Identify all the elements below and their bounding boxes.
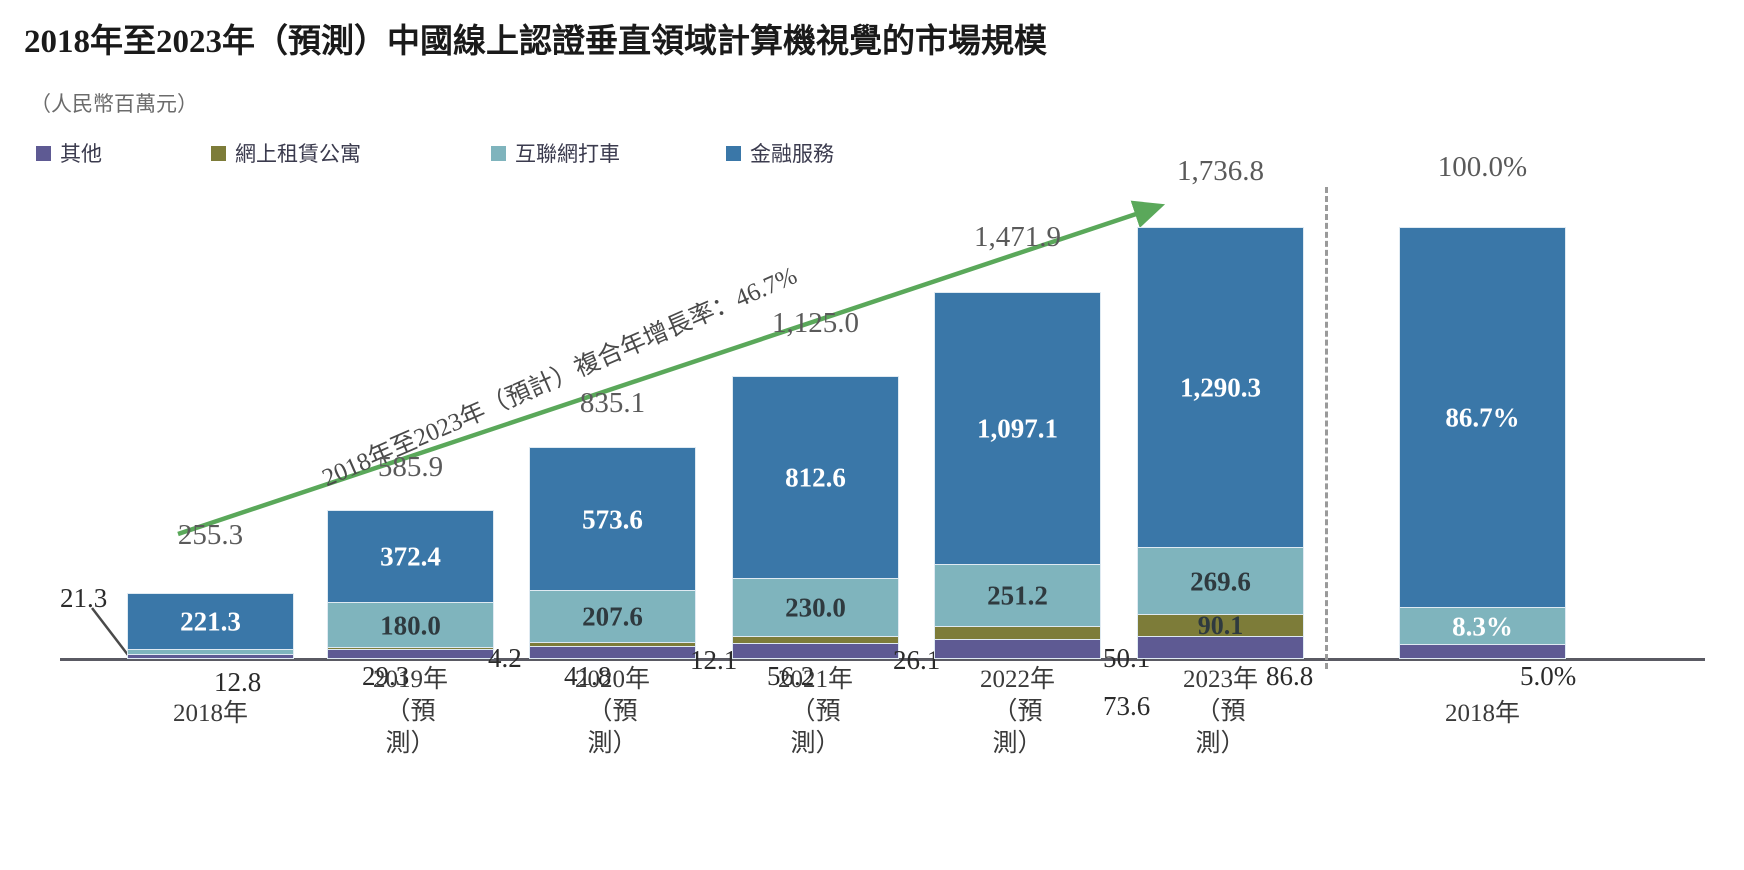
legend-label-apartment: 網上租賃公寓 (235, 142, 361, 166)
segment-label-finance-2023: 1,290.3 (1180, 372, 1261, 403)
legend-item-finance[interactable]: 金融服務 (726, 138, 834, 168)
legend-item-other[interactable]: 其他 (36, 138, 102, 168)
segment-label-ridehailing-2019: 180.0 (380, 610, 441, 640)
outside-label-other-2019: 29.3 (362, 661, 410, 691)
stacked-bar-2022[interactable]: 1,097.1 251.2 (934, 292, 1101, 659)
segment-ridehailing-2023[interactable]: 269.6 (1137, 547, 1304, 616)
segment-other-2018[interactable] (127, 654, 294, 659)
outside-label-apartment-2019: 4.2 (488, 643, 522, 673)
segment-label-finance-2020: 573.6 (582, 504, 643, 534)
total-label-2022: 1,471.9 (974, 221, 1061, 253)
segment-finance-2018[interactable]: 221.3 (127, 593, 294, 651)
bar-group-2018[interactable]: 255.3 221.3 21.3 12.8 2018年 (60, 190, 294, 870)
unit-caption: （人民幣百萬元） (30, 92, 198, 116)
legend-swatch-ridehailing (491, 145, 506, 161)
segment-ridehailing-2018-percent[interactable]: 8.3% (1399, 607, 1566, 646)
stacked-bar-2020[interactable]: 573.6 207.6 (529, 447, 696, 659)
segment-other-2023[interactable] (1137, 636, 1304, 659)
legend-label-ridehailing: 互聯網打車 (515, 142, 620, 166)
legend-item-apartment[interactable]: 網上租賃公寓 (211, 138, 361, 168)
xtick-2018: 2018年 (172, 700, 249, 727)
total-label-2020: 835.1 (579, 387, 646, 419)
plot-area: 2018年至2023年（預計）複合年增長率：46.7% 255.3 221.3 … (0, 151, 1744, 870)
bar-group-2020[interactable]: 835.1 573.6 207.6 12.1 41.8 2020年 （預測） (529, 190, 737, 870)
segment-ridehailing-2021[interactable]: 230.0 (732, 578, 899, 638)
legend-label-finance: 金融服務 (750, 142, 834, 166)
total-label-2018-percent: 100.0% (1437, 151, 1528, 183)
segment-finance-2021[interactable]: 812.6 (732, 376, 899, 580)
xtick-2018-percent: 2018年 (1444, 700, 1521, 727)
outside-label-apartment-2021: 26.1 (893, 645, 941, 675)
total-label-2021: 1,125.0 (772, 307, 859, 339)
outside-label-other-2020: 41.8 (564, 661, 612, 691)
segment-other-2021[interactable] (732, 643, 899, 659)
segment-label-finance-2019: 372.4 (380, 541, 441, 572)
outside-label-other-2018: 12.8 (214, 667, 262, 697)
legend-item-ridehailing[interactable]: 互聯網打車 (491, 138, 620, 168)
axis-baseline (60, 658, 1705, 661)
segment-apartment-2019[interactable] (327, 647, 494, 651)
total-label-2019: 585.9 (377, 451, 444, 483)
page-title: 2018年至2023年（預測）中國線上認證垂直領域計算機視覺的市場規模 (24, 24, 1047, 60)
section-divider (1325, 187, 1328, 669)
segment-label-finance-2018-percent: 86.7% (1445, 402, 1520, 433)
segment-label-finance-2021: 812.6 (785, 462, 846, 493)
segment-finance-2022[interactable]: 1,097.1 (934, 292, 1101, 566)
segment-other-2022[interactable] (934, 639, 1101, 659)
segment-apartment-2023[interactable]: 90.1 (1137, 611, 1304, 640)
xtick-2020: 2020年 （預測） (574, 666, 650, 757)
stacked-bar-2023[interactable]: 1,290.3 269.6 90.1 (1137, 227, 1304, 659)
total-label-2018: 255.3 (177, 519, 244, 551)
outside-label-apartment-2020: 12.1 (690, 645, 738, 675)
segment-label-finance-2022: 1,097.1 (977, 413, 1058, 444)
segment-other-2019[interactable] (327, 649, 494, 659)
segment-label-ridehailing-2020: 207.6 (582, 601, 643, 632)
total-label-2023: 1,736.8 (1177, 155, 1264, 187)
segment-other-2018-percent[interactable] (1399, 644, 1566, 659)
legend-label-other: 其他 (60, 142, 102, 166)
xtick-2021: 2021年 （預測） (777, 666, 853, 757)
segment-label-ridehailing-2022: 251.2 (987, 580, 1048, 611)
segment-label-apartment-2023: 90.1 (1197, 611, 1244, 640)
bar-group-2023[interactable]: 1,736.8 1,290.3 269.6 90.1 86.8 2023年 （預… (1137, 155, 1313, 870)
segment-finance-2020[interactable]: 573.6 (529, 447, 696, 592)
xtick-2023: 2023年 （預測） (1182, 666, 1258, 757)
outside-label-other-2022: 73.6 (1103, 691, 1151, 721)
xtick-2022: 2022年 （預測） (979, 666, 1055, 757)
segment-label-ridehailing-2023: 269.6 (1190, 566, 1251, 596)
segment-ridehailing-2020[interactable]: 207.6 (529, 590, 696, 644)
stacked-bar-2019[interactable]: 372.4 180.0 (327, 510, 494, 659)
segment-apartment-2022[interactable] (934, 626, 1101, 641)
segment-ridehailing-2019[interactable]: 180.0 (327, 602, 494, 649)
legend-swatch-apartment (211, 145, 226, 161)
legend-swatch-other (36, 145, 51, 161)
bar-group-2019[interactable]: 585.9 372.4 180.0 4.2 29.3 2019年 （預測） (327, 190, 522, 870)
stacked-bar-2018-percent[interactable]: 86.7% 8.3% (1399, 227, 1566, 659)
outside-label-other-2023: 86.8 (1266, 661, 1314, 691)
bar-group-2021[interactable]: 1,125.0 812.6 230.0 26.1 56.2 2021年 （預測） (732, 190, 940, 870)
segment-ridehailing-2018[interactable] (127, 649, 294, 656)
segment-label-ridehailing-2021: 230.0 (785, 592, 846, 623)
segment-label-ridehailing-2018-percent: 8.3% (1452, 611, 1513, 641)
segment-finance-2019[interactable]: 372.4 (327, 510, 494, 604)
segment-apartment-2021[interactable] (732, 636, 899, 645)
segment-label-finance-2018: 221.3 (180, 606, 241, 637)
outside-label-ride-2018: 21.3 (60, 583, 108, 613)
stacked-bar-2018[interactable]: 221.3 (127, 593, 294, 659)
segment-other-2020[interactable] (529, 646, 696, 659)
outside-label-other-2021: 56.2 (767, 661, 815, 691)
stacked-bar-2021[interactable]: 812.6 230.0 (732, 376, 899, 659)
segment-ridehailing-2022[interactable]: 251.2 (934, 564, 1101, 628)
bar-group-2018-percent[interactable]: 100.0% 86.7% 8.3% 5.0% 2018年 (1399, 151, 1576, 870)
bar-group-2022[interactable]: 1,471.9 1,097.1 251.2 50.1 73.6 2022年 （預… (934, 190, 1150, 870)
segment-finance-2023[interactable]: 1,290.3 (1137, 227, 1304, 549)
xtick-2019: 2019年 （預測） (372, 666, 448, 757)
outside-label-other-2018-percent: 5.0% (1520, 661, 1577, 691)
legend-swatch-finance (726, 145, 741, 161)
segment-finance-2018-percent[interactable]: 86.7% (1399, 227, 1566, 609)
segment-apartment-2020[interactable] (529, 642, 696, 648)
